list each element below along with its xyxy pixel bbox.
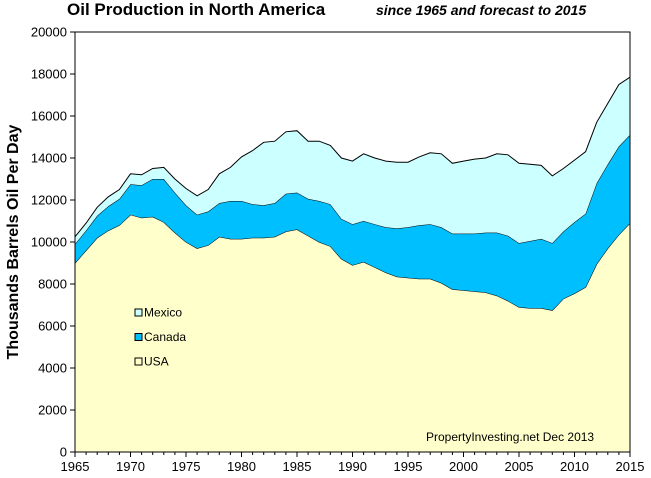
source-credit: PropertyInvesting.net Dec 2013 — [426, 430, 594, 444]
legend-swatch-canada — [134, 333, 143, 341]
y-tick-label: 10000 — [31, 235, 67, 250]
legend-swatch-mexico — [134, 308, 143, 317]
legend-label-usa: USA — [144, 355, 169, 369]
y-tick-label: 12000 — [31, 193, 67, 208]
x-tick-label: 2010 — [560, 459, 589, 474]
x-tick-label: 1970 — [116, 459, 145, 474]
y-tick-label: 18000 — [31, 67, 67, 82]
x-tick-label: 1990 — [338, 459, 367, 474]
y-axis-label: Thousands Barrels Oil Per Day — [5, 125, 22, 360]
plot-areas — [74, 76, 631, 452]
chart-title: Oil Production in North America — [67, 0, 326, 19]
y-tick-label: 4000 — [38, 361, 67, 376]
y-tick-label: 16000 — [31, 109, 67, 124]
area-canada — [75, 134, 630, 311]
x-tick-label: 2015 — [616, 459, 645, 474]
x-tick-label: 1995 — [394, 459, 423, 474]
x-tick-label: 1975 — [172, 459, 201, 474]
x-tick-label: 1980 — [227, 459, 256, 474]
y-tick-label: 8000 — [38, 277, 67, 292]
area-edge-mexico — [74, 76, 631, 238]
legend: Mexico Canada USA — [134, 306, 186, 369]
x-tick-label: 1985 — [283, 459, 312, 474]
chart-subtitle: since 1965 and forecast to 2015 — [376, 2, 586, 18]
x-tick-label: 1965 — [61, 459, 90, 474]
x-tick-label: 2005 — [505, 459, 534, 474]
area-usa — [75, 214, 630, 452]
area-mexico — [75, 77, 630, 245]
legend-label-mexico: Mexico — [144, 306, 182, 320]
x-axis: 1965 1970 1975 1980 1985 1990 1995 2000 2005 2010… — [61, 452, 645, 474]
y-tick-label: 6000 — [38, 319, 67, 334]
y-tick-label: 14000 — [31, 151, 67, 166]
legend-swatch-usa — [134, 357, 143, 366]
y-tick-label: 0 — [60, 445, 67, 460]
y-axis: 0 2000 4000 6000 8000 10000 12000 14000 16000 180… — [31, 25, 75, 460]
y-tick-label: 20000 — [31, 25, 67, 40]
x-tick-label: 2000 — [449, 459, 478, 474]
legend-label-canada: Canada — [144, 330, 186, 344]
y-tick-label: 2000 — [38, 403, 67, 418]
